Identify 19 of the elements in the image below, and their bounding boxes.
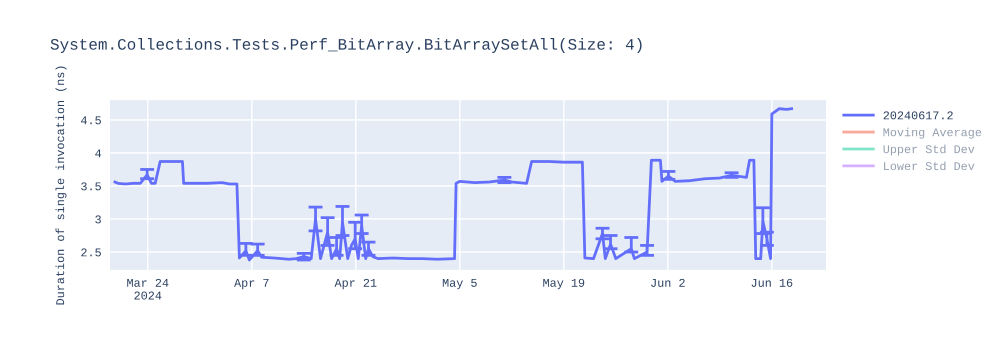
line-series	[114, 107, 794, 262]
chart-title: System.Collections.Tests.Perf_BitArray.BitArraySetAll(Size: 4)	[50, 38, 642, 53]
x-tick-label: Apr 7	[234, 278, 269, 290]
legend-label: Moving Average	[883, 128, 982, 139]
x-tick-label: Apr 21	[334, 278, 376, 290]
x-tick-label: Jun 2	[651, 278, 685, 287]
y-tick-label: 3.5	[81, 182, 101, 190]
y-tick-label: 3	[95, 215, 101, 224]
legend-label: Lower Std Dev	[884, 161, 974, 170]
y-tick-label: 4.5	[81, 116, 101, 124]
y-tick-label: 4	[95, 149, 102, 158]
x-tick-label: May 5	[442, 278, 477, 290]
x-tick-label: Mar 24 2024	[127, 278, 168, 300]
legend-label: Upper Std Dev	[884, 144, 974, 156]
legend-label: 20240617.2	[884, 111, 953, 120]
y-tick-label: 2.5	[81, 248, 101, 256]
x-tick-label: Jun 16	[752, 278, 792, 287]
y-axis-title: Duration of single invocation (ns)	[56, 66, 67, 304]
x-tick-label: May 19	[543, 278, 584, 290]
